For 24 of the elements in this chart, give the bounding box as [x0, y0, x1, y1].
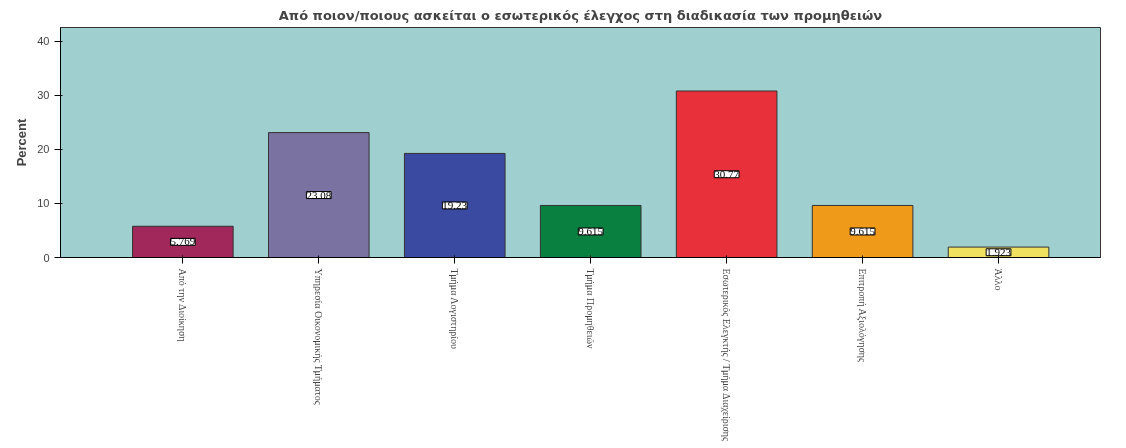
x-tick-label: Εσωτερικός Ελεγκτής / Τμήμα Διαχείρισης [721, 268, 733, 442]
x-tick-label: Υπηρεσία Οικονομικής Τμήματος [313, 268, 325, 405]
data-label: 30.77 [714, 167, 740, 180]
data-label: 19.23 [442, 198, 468, 211]
bar [811, 204, 914, 258]
x-tick-label: Τμήμα Προμηθειών [585, 268, 597, 349]
bar [539, 204, 642, 258]
y-tick-label: 40 [37, 35, 50, 48]
data-label: 23.08 [306, 188, 332, 201]
bar [403, 152, 506, 258]
y-tick-label: 30 [37, 89, 50, 102]
y-tick-label: 0 [43, 251, 50, 264]
y-tick-label: 20 [37, 143, 50, 156]
x-tick-label: Επιτροπή Αξιολόγησης [856, 268, 869, 363]
x-tick-label: Τμήμα Λογιστηρίου [449, 268, 461, 350]
x-tick-label: Από την Διοίκηση [177, 268, 189, 342]
data-label: 5.769 [170, 235, 196, 248]
y-tick-label: 10 [37, 197, 50, 210]
bar [268, 132, 370, 258]
y-axis-title: Percent [14, 117, 30, 167]
bar [675, 90, 778, 258]
chart-title: Από ποιον/ποιους ασκείται ο εσωτερικός έλεγχος στη διαδικασία των προμηθειών [278, 7, 883, 23]
bar [132, 225, 234, 258]
x-tick-label: Άλλο [993, 268, 1005, 291]
